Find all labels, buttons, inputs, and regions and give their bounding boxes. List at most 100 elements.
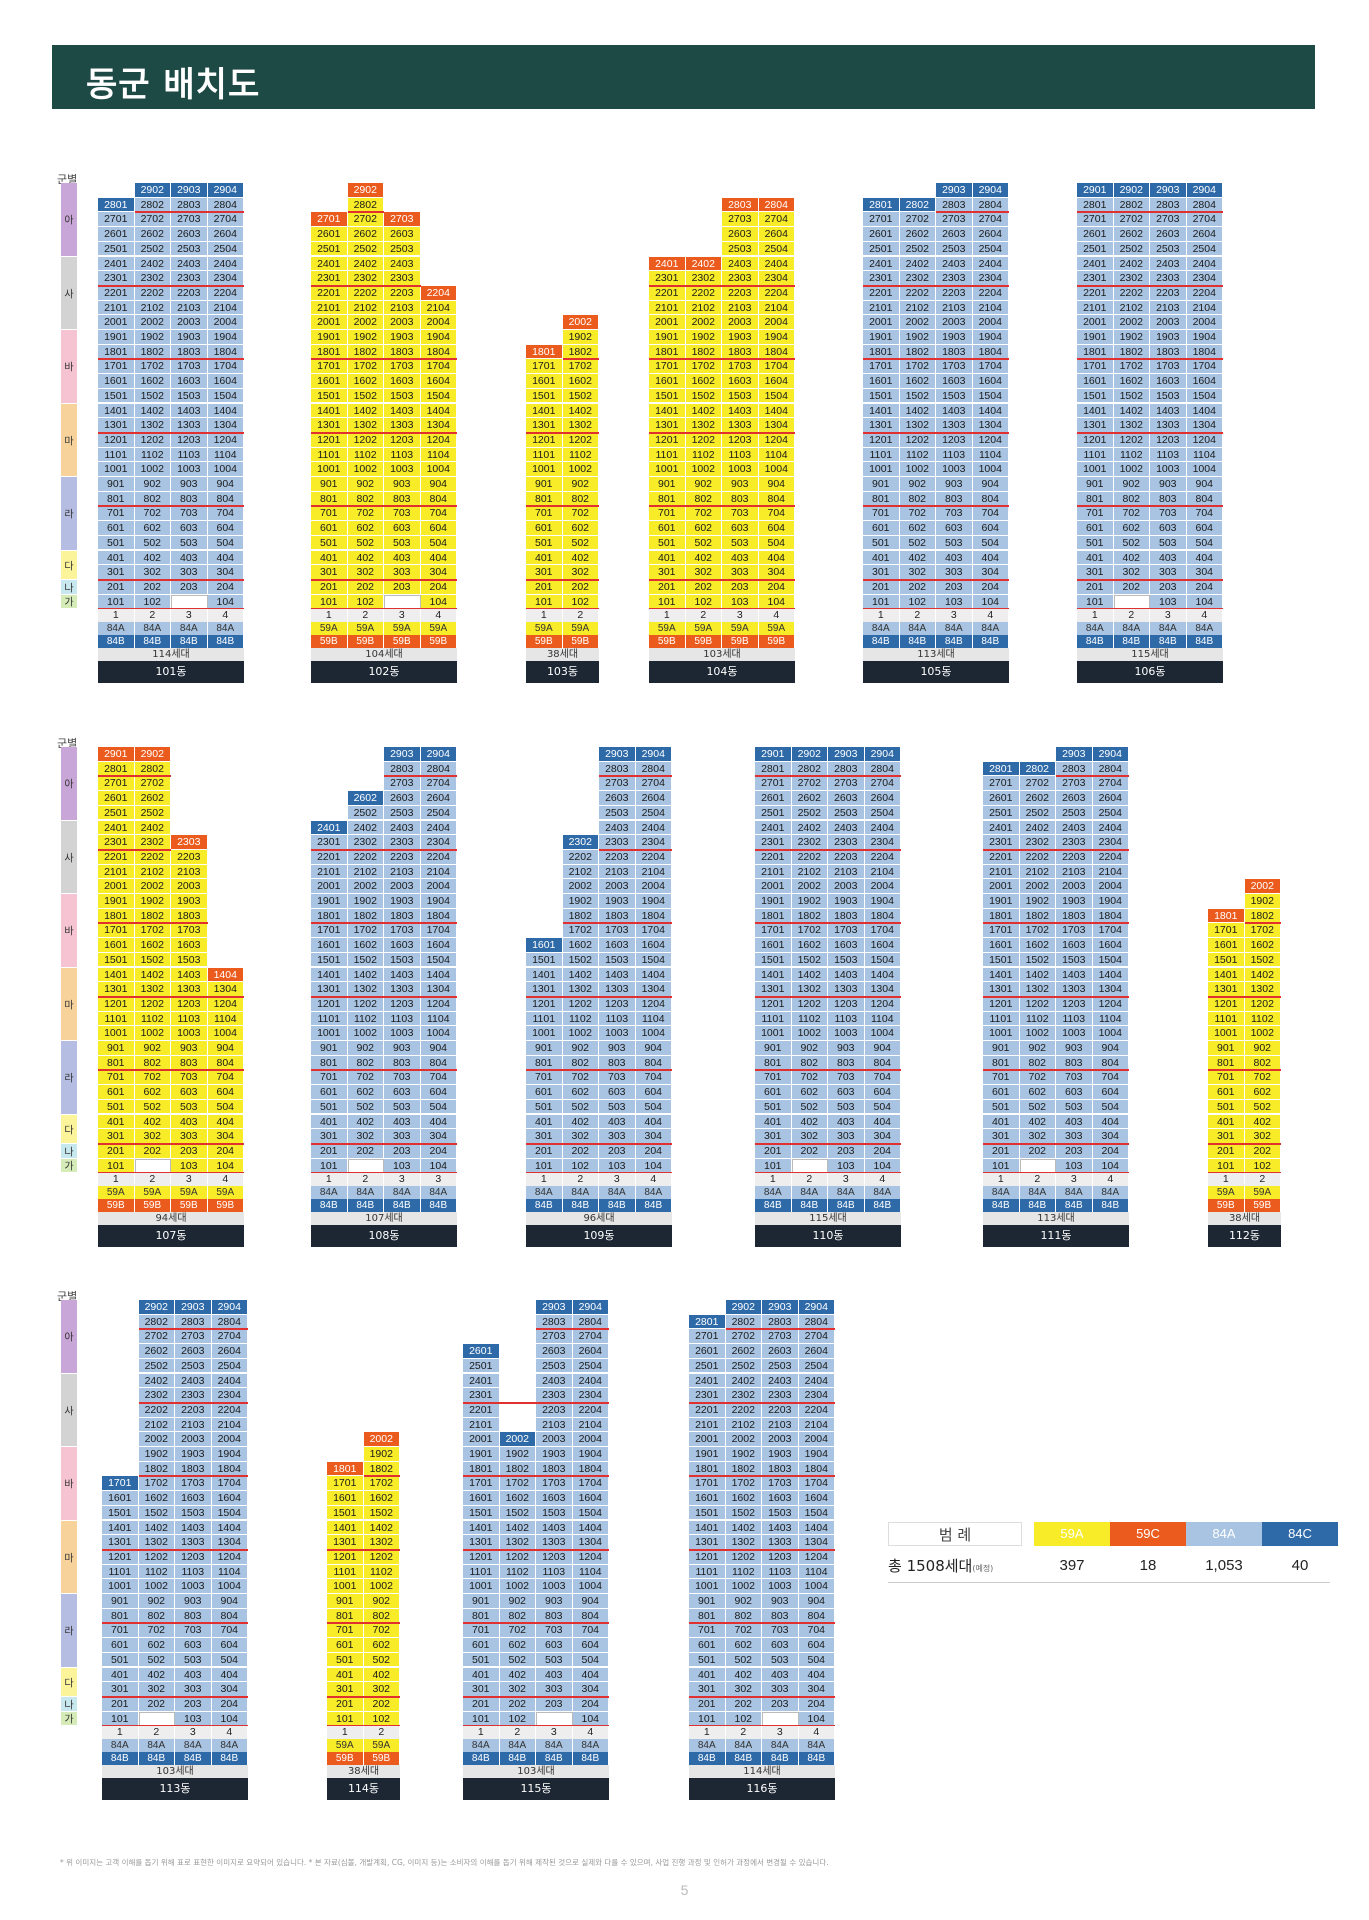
unit-cell: 2101 xyxy=(689,1417,726,1433)
unit-cell: 902 xyxy=(1113,477,1150,492)
building-name: 101동 xyxy=(98,661,244,684)
unit-cell: 2703 xyxy=(175,1329,212,1345)
group-divider xyxy=(138,1328,248,1331)
unit-cell: 101 xyxy=(463,1711,500,1727)
unit-cell: 2002 xyxy=(685,315,722,330)
unit-cell: 701 xyxy=(327,1623,364,1639)
unit-cell: 2004 xyxy=(211,1432,248,1447)
unit-cell: 502 xyxy=(725,1652,762,1668)
unit-cell: 1802 xyxy=(562,344,599,360)
unit-cell: 1301 xyxy=(1077,418,1114,433)
unit-cell: 301 xyxy=(463,1682,500,1697)
unit-cell: 402 xyxy=(347,550,384,566)
type-a-label: 84A xyxy=(1186,622,1223,636)
unit-cell: 602 xyxy=(1113,521,1150,536)
unit-cell: 1301 xyxy=(311,418,348,433)
unit-cell: 804 xyxy=(420,1055,457,1071)
unit-cell: 304 xyxy=(1186,565,1223,580)
unit-cell: 1201 xyxy=(98,432,135,448)
unit-cell: 101 xyxy=(755,1158,792,1174)
group-divider xyxy=(649,358,795,361)
unit-cell: 1404 xyxy=(211,1520,248,1536)
unit-cell: 2204 xyxy=(420,849,457,865)
unit-cell: 101 xyxy=(327,1711,364,1727)
unit-cell: 204 xyxy=(207,579,244,595)
unit-cell: 1101 xyxy=(689,1564,726,1580)
unit-cell: 1804 xyxy=(572,1461,609,1477)
unit-cell: 401 xyxy=(983,1114,1020,1130)
unit-cell: 503 xyxy=(1056,1099,1093,1115)
unit-cell: 1504 xyxy=(864,952,901,968)
unit-cell: 2504 xyxy=(972,241,1009,257)
unit-cell: 2504 xyxy=(864,805,901,821)
unit-cell: 1701 xyxy=(98,359,135,375)
unit-cell: 402 xyxy=(1019,1114,1056,1130)
unit-cell: 2103 xyxy=(175,1417,212,1433)
unit-cell: 2203 xyxy=(1150,285,1187,301)
type-b-label: 84B xyxy=(499,1752,536,1766)
unit-cell: 2704 xyxy=(207,212,244,228)
unit-cell: 1304 xyxy=(972,418,1009,433)
unit-cell: 202 xyxy=(791,1143,828,1159)
unit-cell: 504 xyxy=(758,535,795,551)
unit-cell: 1904 xyxy=(798,1447,835,1462)
unit-cell: 2502 xyxy=(347,241,384,257)
unit-cell: 104 xyxy=(1186,594,1223,610)
type-b-label: 84B xyxy=(635,1199,672,1213)
unit-cell: 203 xyxy=(1150,579,1187,595)
unit-cell: 1704 xyxy=(635,923,672,939)
type-a-label: 84A xyxy=(175,1739,212,1753)
unit-cell: 1902 xyxy=(499,1447,536,1462)
unit-cell: 1303 xyxy=(1150,418,1187,433)
unit-cell: 1702 xyxy=(134,359,171,375)
unit-cell: 501 xyxy=(526,535,563,551)
unit-cell: 501 xyxy=(311,535,348,551)
unit-cell: 2101 xyxy=(863,300,900,316)
legend-total: 총 1508세대(예정) xyxy=(888,1557,994,1575)
unit-cell: 1701 xyxy=(311,923,348,939)
unit-cell: 2504 xyxy=(207,241,244,257)
unit-cell: 1002 xyxy=(562,462,599,477)
unit-cell: 2204 xyxy=(798,1402,835,1418)
unit-cell: 1904 xyxy=(211,1447,248,1462)
unit-cell: 401 xyxy=(1077,550,1114,566)
unit-cell: 404 xyxy=(1092,1114,1129,1130)
unit-cell: 504 xyxy=(420,535,457,551)
unit-cell: 1804 xyxy=(211,1461,248,1477)
unit-cell: 1901 xyxy=(98,330,135,345)
type-b-label: 84B xyxy=(171,635,208,649)
unit-cell: 2201 xyxy=(311,285,348,301)
building-name: 111동 xyxy=(983,1225,1129,1248)
unit-cell: 104 xyxy=(758,594,795,610)
unit-cell: 804 xyxy=(420,491,457,507)
type-a-label: 84A xyxy=(211,1739,248,1753)
unit-cell: 401 xyxy=(311,550,348,566)
group-divider xyxy=(463,1475,609,1478)
type-b-label: 84B xyxy=(1019,1199,1056,1213)
unit-cell: 1003 xyxy=(722,462,759,477)
unit-cell: 904 xyxy=(864,1041,901,1056)
unit-cell: 1503 xyxy=(1056,952,1093,968)
unit-cell: 2104 xyxy=(211,1417,248,1433)
unit-cell: 1203 xyxy=(536,1549,573,1565)
unit-cell: 401 xyxy=(327,1667,364,1683)
unit-cell: 101 xyxy=(311,594,348,610)
group-divider xyxy=(1208,1142,1281,1145)
group-divider xyxy=(983,922,1129,925)
type-b-label: 84B xyxy=(347,1199,384,1213)
unit-cell: 2102 xyxy=(347,864,384,880)
unit-cell: 1103 xyxy=(384,447,421,463)
unit-cell: 702 xyxy=(1019,1070,1056,1086)
building-name: 114동 xyxy=(327,1778,400,1801)
unit-cell: 1702 xyxy=(1019,923,1056,939)
unit-cell: 1501 xyxy=(526,952,563,968)
unit-cell: 1902 xyxy=(1113,330,1150,345)
unit-cell: 501 xyxy=(463,1652,500,1668)
unit-cell: 1102 xyxy=(791,1011,828,1027)
type-b-label: 84B xyxy=(762,1752,799,1766)
type-b-label: 84B xyxy=(1092,1199,1129,1213)
unit-cell: 601 xyxy=(526,521,563,536)
unit-cell: 2703 xyxy=(384,776,421,792)
unit-cell: 1903 xyxy=(828,894,865,909)
